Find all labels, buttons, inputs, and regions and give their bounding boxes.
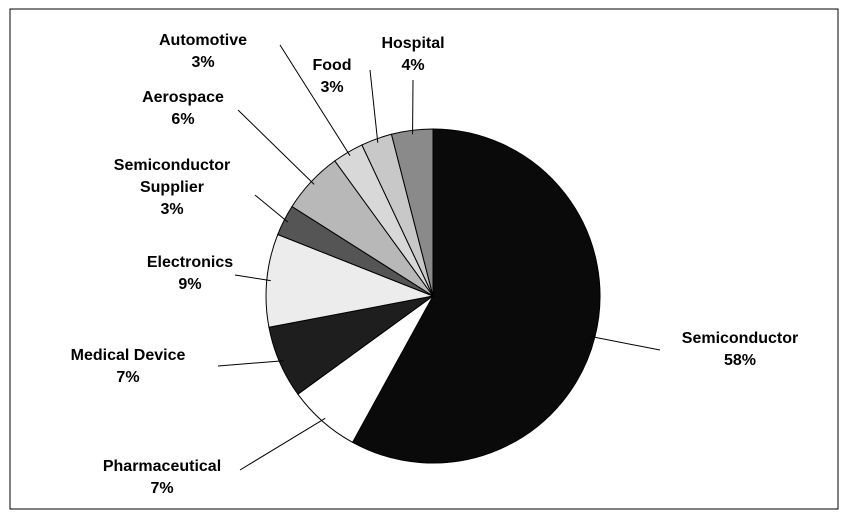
category-label: Semiconductor: [681, 330, 799, 347]
category-label: Hospital: [381, 35, 445, 52]
category-label: Semiconductor Supplier: [113, 157, 231, 196]
category-label: Pharmaceutical: [102, 458, 222, 475]
value-label: 58%: [723, 352, 757, 369]
slice-label: Semiconductor 58%: [682, 328, 798, 372]
category-label: Food: [312, 57, 352, 74]
slice-label: Hospital 4%: [381, 33, 444, 77]
slice-label: Medical Device 7%: [71, 345, 186, 389]
leader-line: [234, 274, 271, 282]
slice-label: Automotive 3%: [159, 30, 247, 74]
slice-label: Food 3%: [312, 55, 351, 99]
value-label: 9%: [178, 276, 202, 293]
pie-slice: [390, 128, 434, 297]
value-label: 3%: [320, 79, 344, 96]
category-label: Medical Device: [70, 347, 186, 364]
slice-label: Pharmaceutical 7%: [103, 456, 221, 500]
leader-line: [254, 194, 289, 223]
slice-label: Electronics 9%: [147, 252, 233, 296]
value-label: 3%: [191, 54, 215, 71]
leader-line: [239, 417, 326, 471]
value-label: 7%: [150, 480, 174, 497]
leader-line: [217, 360, 284, 367]
value-label: 3%: [160, 201, 184, 218]
value-label: 6%: [171, 111, 195, 128]
slice-label: Aerospace 6%: [142, 87, 224, 131]
leader-line: [237, 109, 315, 185]
category-label: Electronics: [146, 254, 234, 271]
category-label: Aerospace: [142, 89, 224, 106]
category-label: Automotive: [159, 32, 247, 49]
slice-label: Semiconductor Supplier 3%: [97, 155, 247, 221]
leader-line: [279, 44, 351, 156]
leader-line: [590, 336, 661, 351]
value-label: 4%: [401, 57, 425, 74]
leader-line: [369, 69, 379, 143]
value-label: 7%: [116, 369, 140, 386]
